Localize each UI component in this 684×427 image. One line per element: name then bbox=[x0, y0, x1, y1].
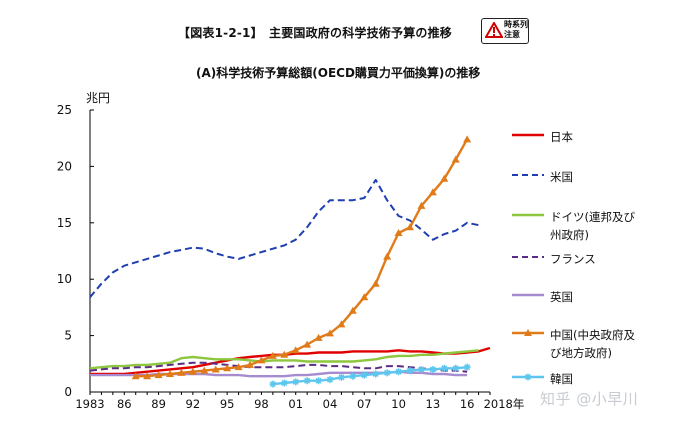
data-point-5 bbox=[131, 372, 140, 380]
data-point-5 bbox=[360, 293, 369, 301]
legend-swatch bbox=[512, 329, 544, 336]
series-line-2 bbox=[89, 349, 479, 370]
data-point-6 bbox=[372, 370, 380, 378]
data-point-5 bbox=[383, 252, 392, 260]
legend-label: フランス bbox=[550, 252, 596, 266]
data-point-5 bbox=[303, 340, 312, 348]
legend-swatch bbox=[512, 133, 544, 137]
data-point-6 bbox=[349, 372, 357, 380]
data-point-5 bbox=[406, 223, 414, 231]
data-point-6 bbox=[429, 365, 437, 373]
legend-label: 中国(中央政府及 び地方政府) bbox=[550, 328, 635, 360]
y-axis-unit-label: 兆円 bbox=[86, 91, 110, 105]
data-point-6 bbox=[292, 378, 300, 386]
data-point-5 bbox=[337, 320, 346, 328]
data-point-5 bbox=[314, 333, 323, 341]
data-point-5 bbox=[268, 351, 277, 359]
data-point-6 bbox=[326, 376, 334, 384]
legend-label: 日本 bbox=[550, 130, 573, 144]
data-point-5 bbox=[188, 367, 197, 375]
data-point-5 bbox=[211, 365, 220, 373]
data-point-6 bbox=[280, 379, 288, 387]
data-point-5 bbox=[348, 306, 357, 314]
caution-badge-line1: 時系列 bbox=[504, 20, 528, 29]
data-point-5 bbox=[451, 155, 460, 163]
data-point-6 bbox=[440, 364, 448, 372]
data-point-5 bbox=[371, 279, 380, 287]
data-point-6 bbox=[463, 363, 471, 371]
data-point-5 bbox=[326, 329, 334, 337]
x-tick-label: 95 bbox=[220, 397, 235, 411]
legend-swatch bbox=[512, 293, 544, 297]
data-point-6 bbox=[337, 373, 345, 381]
x-tick-label: 89 bbox=[151, 397, 166, 411]
series-line-5 bbox=[135, 138, 469, 378]
data-point-5 bbox=[234, 363, 243, 371]
legend-label: 米国 bbox=[550, 170, 573, 184]
data-point-6 bbox=[360, 371, 368, 379]
x-tick-label: 04 bbox=[323, 397, 338, 411]
legend-label: 韓国 bbox=[550, 372, 573, 386]
data-point-5 bbox=[246, 360, 254, 368]
series-line-1 bbox=[89, 178, 479, 298]
x-tick-label: 01 bbox=[288, 397, 303, 411]
data-point-5 bbox=[440, 174, 449, 182]
y-tick-label: 25 bbox=[57, 103, 72, 117]
x-tick-label: 16 bbox=[460, 397, 475, 411]
data-point-6 bbox=[395, 368, 403, 376]
x-tick-label: 07 bbox=[357, 397, 372, 411]
data-point-5 bbox=[257, 356, 266, 364]
x-tick-label: 86 bbox=[117, 397, 132, 411]
data-point-5 bbox=[463, 135, 472, 143]
legend-swatch bbox=[512, 174, 544, 176]
data-point-6 bbox=[269, 380, 277, 388]
series-line-0 bbox=[90, 346, 491, 376]
x-tick-label: 13 bbox=[426, 397, 441, 411]
data-point-6 bbox=[452, 364, 460, 372]
data-point-5 bbox=[223, 364, 232, 372]
series-line-3 bbox=[89, 361, 468, 373]
data-point-5 bbox=[154, 371, 163, 379]
data-point-6 bbox=[406, 367, 414, 375]
data-point-5 bbox=[280, 350, 289, 358]
data-point-5 bbox=[166, 369, 174, 377]
caution-badge-line2: 注意 bbox=[504, 30, 520, 39]
data-point-5 bbox=[291, 346, 300, 354]
data-point-5 bbox=[428, 188, 437, 196]
legend-label: 英国 bbox=[550, 290, 573, 304]
y-tick-label: 5 bbox=[64, 329, 72, 343]
legend-swatch bbox=[512, 256, 544, 258]
y-tick-label: 20 bbox=[57, 159, 72, 173]
time-series-caution-badge: 時系列 注意 bbox=[481, 18, 529, 44]
data-point-5 bbox=[417, 201, 426, 209]
data-point-5 bbox=[143, 372, 152, 380]
chart-subtitle: (A)科学技術予算総額(OECD購買力平価換算)の推移 bbox=[196, 66, 481, 80]
legend-swatch bbox=[512, 373, 544, 381]
data-point-6 bbox=[315, 377, 323, 385]
data-point-6 bbox=[303, 377, 311, 385]
x-tick-label: 10 bbox=[391, 397, 406, 411]
data-point-5 bbox=[394, 228, 403, 236]
caution-badge-text: 時系列 注意 bbox=[504, 20, 528, 40]
x-tick-label: 98 bbox=[254, 397, 269, 411]
figure-header: 【図表1-2-1】 主要国政府の科学技術予算の推移 時系列 注意 bbox=[0, 18, 684, 48]
data-point-6 bbox=[417, 365, 425, 373]
x-tick-label: 92 bbox=[186, 397, 201, 411]
data-point-6 bbox=[383, 369, 391, 377]
x-end-label: 2018年 bbox=[484, 397, 525, 411]
y-tick-label: 10 bbox=[57, 272, 72, 286]
y-tick-label: 0 bbox=[64, 385, 72, 399]
legend-label: ドイツ(連邦及び 州政府) bbox=[550, 210, 635, 242]
figure-title: 【図表1-2-1】 主要国政府の科学技術予算の推移 bbox=[178, 26, 453, 40]
watermark: 知乎 @小早川 bbox=[540, 390, 639, 408]
data-point-5 bbox=[177, 368, 186, 376]
warning-icon bbox=[485, 22, 503, 38]
y-tick-label: 15 bbox=[57, 216, 72, 230]
legend-swatch bbox=[512, 213, 544, 217]
data-point-5 bbox=[200, 366, 209, 374]
x-tick-label: 1983 bbox=[75, 397, 104, 411]
